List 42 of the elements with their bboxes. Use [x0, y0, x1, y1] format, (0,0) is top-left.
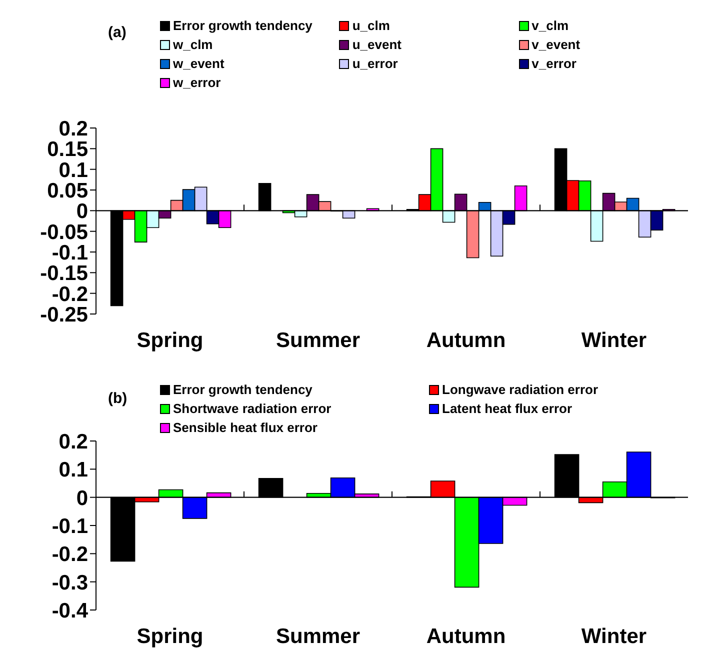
x-tick-label: Autumn: [426, 328, 506, 352]
y-tick-label: 0.1: [58, 458, 88, 482]
legend-label: v_event: [532, 37, 580, 52]
x-tick-label: Spring: [136, 624, 204, 648]
y-tick-label: 0.2: [58, 430, 88, 454]
legend-label: w_error: [173, 75, 221, 90]
legend-label: w_clm: [173, 37, 213, 52]
x-tick-label: Autumn: [426, 624, 506, 648]
x-tick-label: Winter: [581, 328, 647, 352]
y-tick-label: -0.05: [40, 220, 88, 244]
y-tick-label: -0.2: [52, 282, 88, 306]
legend-label: Error growth tendency: [173, 382, 312, 397]
x-tick-label: Summer: [276, 624, 360, 648]
y-tick-label: -0.25: [40, 303, 88, 326]
x-tick-label: Winter: [581, 624, 647, 648]
y-tick-label: -0.2: [52, 543, 88, 566]
y-tick-label: -0.1: [52, 514, 88, 538]
legend-label: v_error: [532, 56, 576, 71]
legend-label: v_clm: [532, 18, 569, 33]
y-tick-label: 0.05: [47, 179, 88, 202]
chart-title: (b): [108, 390, 128, 407]
y-tick-label: -0.3: [52, 571, 88, 594]
y-tick-label: -0.4: [52, 599, 88, 622]
x-tick-label: Spring: [136, 328, 204, 352]
y-tick-label: 0.15: [47, 138, 88, 162]
legend-label: Longwave radiation error: [442, 382, 598, 397]
legend-label: Sensible heat flux error: [173, 420, 318, 435]
x-tick-label: Summer: [276, 328, 360, 352]
legend-label: u_clm: [352, 18, 390, 33]
y-tick-label: 0.2: [58, 117, 88, 140]
legend-label: w_event: [173, 56, 224, 71]
y-tick-label: 0: [76, 486, 88, 510]
legend-label: Latent heat flux error: [442, 401, 572, 416]
chart-title: (a): [108, 24, 126, 41]
y-tick-label: 0.1: [58, 158, 88, 182]
legend-label: u_error: [352, 56, 398, 71]
legend-label: u_event: [352, 37, 402, 52]
y-tick-label: -0.1: [52, 241, 88, 264]
y-tick-label: 0: [76, 200, 88, 224]
y-tick-label: -0.15: [40, 262, 88, 286]
legend-label: Error growth tendency: [173, 18, 312, 33]
legend-label: Shortwave radiation error: [173, 401, 332, 416]
